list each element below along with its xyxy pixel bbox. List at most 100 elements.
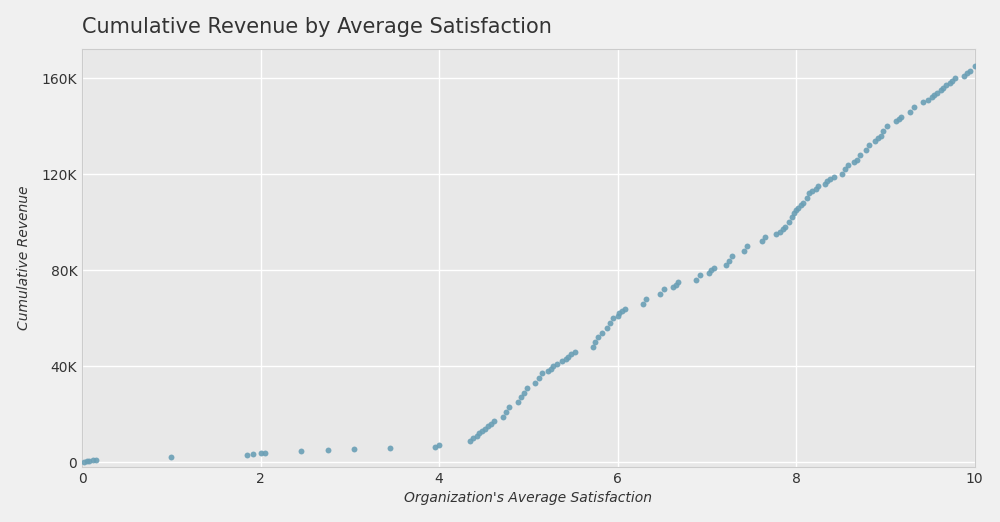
Point — [959, 69, 975, 77]
Point — [257, 448, 273, 457]
Point — [801, 189, 817, 197]
Point — [879, 122, 895, 130]
Point — [534, 369, 550, 377]
Point — [594, 328, 610, 337]
Point — [599, 324, 615, 332]
Point — [967, 62, 983, 70]
Point — [76, 457, 92, 466]
Point — [474, 427, 490, 435]
Point — [706, 264, 722, 272]
Point — [962, 67, 978, 75]
Point — [772, 228, 788, 236]
Point — [793, 201, 809, 209]
Point — [795, 199, 811, 207]
Point — [718, 261, 734, 269]
Point — [431, 441, 447, 449]
Point — [471, 429, 487, 437]
Text: Cumulative Revenue by Average Satisfaction: Cumulative Revenue by Average Satisfacti… — [82, 17, 552, 37]
Point — [826, 172, 842, 181]
Point — [477, 424, 493, 433]
Point — [652, 290, 668, 298]
Point — [554, 357, 570, 365]
Point — [721, 256, 737, 265]
Point — [516, 388, 532, 397]
Point — [81, 457, 97, 465]
Point — [703, 266, 719, 274]
Point — [947, 74, 963, 82]
Point — [840, 160, 856, 169]
Point — [902, 108, 918, 116]
Point — [875, 127, 891, 135]
Point — [736, 247, 752, 255]
Point — [724, 252, 740, 260]
Point — [701, 268, 717, 277]
Point — [929, 88, 945, 97]
Point — [239, 451, 255, 459]
Point — [790, 204, 806, 212]
Point — [804, 187, 820, 195]
Point — [567, 348, 583, 356]
Point — [462, 436, 478, 445]
Point — [587, 338, 603, 346]
Point — [867, 136, 883, 145]
Point — [501, 403, 517, 411]
Point — [665, 283, 681, 291]
Point — [935, 84, 951, 92]
Point — [870, 134, 886, 143]
Point — [768, 230, 784, 239]
Point — [819, 177, 835, 185]
Point — [510, 398, 526, 406]
Point — [938, 81, 954, 89]
Point — [754, 237, 770, 245]
Point — [893, 112, 909, 121]
Point — [560, 352, 576, 361]
Point — [849, 156, 865, 164]
Point — [781, 218, 797, 227]
Point — [777, 223, 793, 231]
Point — [79, 457, 95, 465]
Point — [590, 333, 606, 341]
Point — [688, 276, 704, 284]
Point — [668, 280, 684, 289]
Point — [480, 422, 496, 430]
Point — [563, 350, 579, 358]
Point — [498, 408, 514, 416]
Point — [382, 444, 398, 452]
Point — [656, 285, 672, 293]
Point — [775, 225, 791, 233]
Point — [786, 208, 802, 217]
Point — [549, 360, 565, 368]
Point — [846, 158, 862, 167]
Point — [888, 117, 904, 125]
Point — [852, 151, 868, 159]
Point — [739, 242, 755, 251]
Point — [320, 446, 336, 454]
Point — [926, 91, 942, 99]
Point — [346, 445, 362, 453]
Point — [614, 307, 630, 315]
Point — [293, 447, 309, 456]
Point — [915, 98, 931, 106]
Point — [757, 232, 773, 241]
Point — [558, 355, 574, 363]
Point — [873, 132, 889, 140]
Point — [245, 450, 261, 459]
Point — [486, 417, 502, 425]
Point — [810, 182, 826, 191]
Point — [513, 393, 529, 401]
Point — [822, 175, 838, 183]
Point — [602, 319, 618, 327]
Point — [920, 96, 936, 104]
Point — [784, 213, 800, 221]
Point — [837, 165, 853, 173]
Point — [944, 76, 960, 85]
Point — [611, 309, 627, 317]
Point — [799, 194, 815, 203]
Point — [933, 86, 949, 94]
Point — [817, 180, 833, 188]
Point — [635, 300, 651, 308]
Point — [469, 432, 485, 440]
Y-axis label: Cumulative Revenue: Cumulative Revenue — [17, 186, 31, 330]
X-axis label: Organization's Average Satisfaction: Organization's Average Satisfaction — [404, 491, 652, 505]
Point — [617, 304, 633, 313]
